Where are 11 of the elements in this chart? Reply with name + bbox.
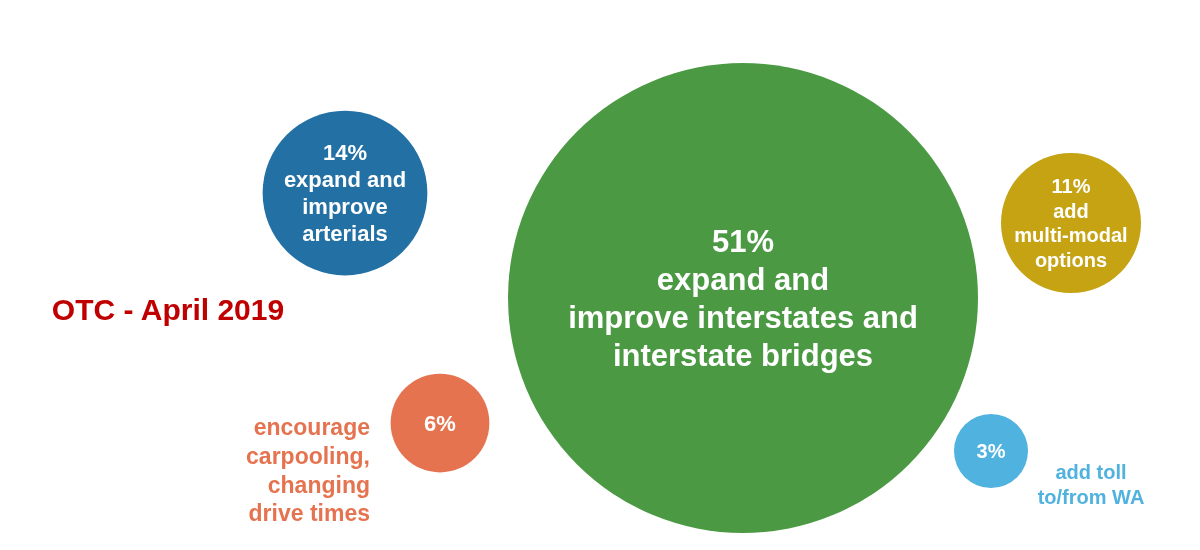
category-label: expand and improve interstates and interstate bridges xyxy=(568,261,918,373)
data-label: 11% xyxy=(1051,175,1091,198)
data-label: 51% xyxy=(711,224,775,260)
category-label: encourage carpooling, changing drive times xyxy=(246,414,370,527)
category-label: add multi-modal options xyxy=(1014,199,1128,271)
data-label: 3% xyxy=(976,440,1006,462)
data-label: 14% xyxy=(322,140,368,166)
category-label: add toll to/from WA xyxy=(1037,461,1145,508)
data-label: 6% xyxy=(424,410,456,436)
text: OTC - April 2019 xyxy=(51,293,285,326)
category-label: expand and improve arterials xyxy=(283,167,407,246)
